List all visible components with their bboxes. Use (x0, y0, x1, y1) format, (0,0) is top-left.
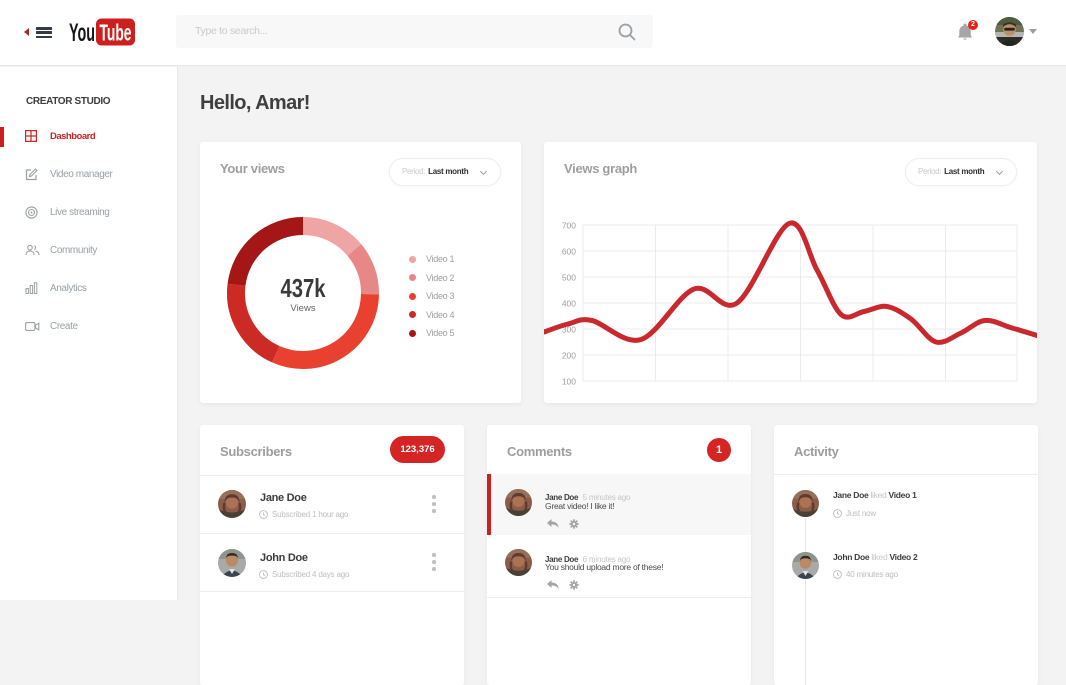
svg-text:400: 400 (562, 299, 576, 309)
svg-text:300: 300 (562, 325, 576, 335)
svg-text:600: 600 (562, 247, 576, 257)
svg-text:700: 700 (562, 221, 576, 231)
svg-text:100: 100 (562, 377, 576, 387)
svg-text:You: You (69, 19, 95, 47)
svg-text:200: 200 (562, 351, 576, 361)
svg-text:Tube: Tube (100, 20, 132, 46)
svg-text:500: 500 (562, 273, 576, 283)
